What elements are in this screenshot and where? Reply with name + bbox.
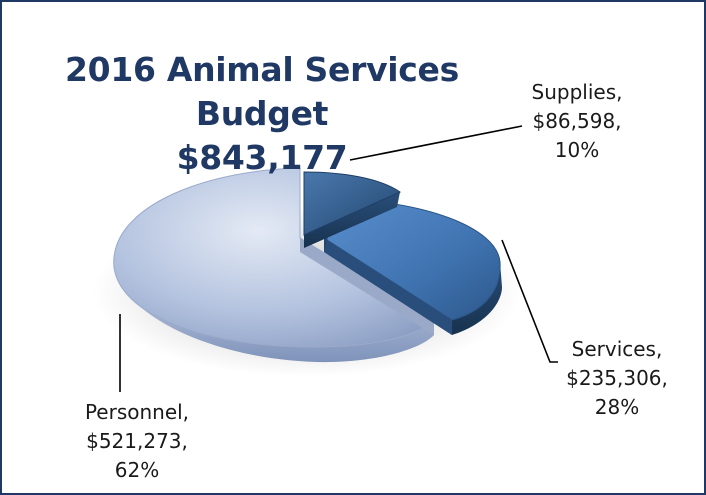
label-percent: 28%: [594, 395, 640, 419]
data-label-supplies: Supplies, $86,598, 10%: [502, 78, 652, 165]
label-amount: $235,306,: [566, 366, 668, 390]
label-percent: 62%: [114, 458, 160, 482]
label-percent: 10%: [554, 138, 600, 162]
chart-subtitle: $843,177: [176, 138, 348, 177]
leader-line-supplies: [349, 125, 523, 161]
label-category: Supplies,: [531, 80, 623, 104]
label-amount: $86,598,: [532, 109, 622, 133]
leader-line-services: [501, 239, 558, 363]
label-amount: $521,273,: [86, 429, 188, 453]
label-category: Personnel,: [84, 400, 190, 424]
data-label-services: Services, $235,306, 28%: [542, 335, 692, 422]
label-category: Services,: [571, 337, 663, 361]
data-label-personnel: Personnel, $521,273, 62%: [62, 398, 212, 485]
slice-personnel: [113, 167, 435, 363]
chart-title: 2016 Animal Services Budget: [65, 50, 459, 133]
slice-supplies: [303, 171, 402, 248]
chart-title-block: 2016 Animal Services Budget $843,177: [22, 48, 502, 180]
